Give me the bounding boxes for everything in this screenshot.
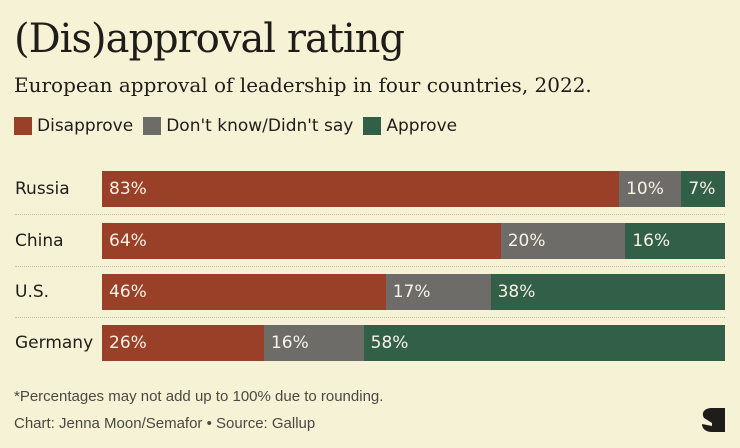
- data-label: 46%: [109, 282, 147, 302]
- bar-segment: 38%: [490, 274, 725, 310]
- legend-label: Disapprove: [37, 116, 134, 136]
- bar-segment: 10%: [619, 171, 682, 207]
- bar-segment: 16%: [625, 223, 725, 259]
- legend-swatch-dont-know: [143, 117, 162, 135]
- stacked-bar-chart: Russia 83% 10% 7% China 64% 20% 16% U.S. 46% 17% 38…: [0, 160, 740, 370]
- bar-row: 64% 20% 16%: [102, 223, 725, 259]
- data-label: 16%: [270, 333, 309, 353]
- data-label: 20%: [507, 231, 546, 251]
- bar-row: 83% 10% 7%: [102, 171, 725, 207]
- data-label: 64%: [109, 231, 147, 251]
- data-label: 38%: [497, 282, 536, 302]
- bar-segment: 46%: [102, 274, 386, 310]
- data-label: 7%: [688, 179, 716, 199]
- data-label: 26%: [109, 333, 147, 353]
- data-label: 83%: [109, 179, 147, 199]
- chart-title: (Dis)approval rating: [14, 16, 405, 62]
- semafor-logo-icon: [702, 408, 725, 432]
- bar-segment: 26%: [102, 325, 264, 361]
- bar-segment: 7%: [681, 171, 725, 207]
- footnote: *Percentages may not add up to 100% due …: [14, 388, 384, 405]
- legend-label: Approve: [386, 116, 458, 136]
- bar-segment: 83%: [102, 171, 620, 207]
- row-divider: [15, 317, 725, 318]
- legend-item-dont-know: Don't know/Didn't say: [143, 116, 353, 136]
- data-label: 10%: [626, 179, 664, 199]
- data-label: 17%: [392, 282, 431, 302]
- legend-swatch-disapprove: [14, 117, 32, 135]
- bar-row: 26% 16% 58%: [102, 325, 725, 361]
- bar-segment: 16%: [263, 325, 364, 361]
- category-label: China: [15, 231, 64, 251]
- row-divider: [15, 214, 725, 215]
- data-label: 58%: [370, 333, 409, 353]
- chart-subtitle: European approval of leadership in four …: [14, 73, 592, 97]
- legend-item-approve: Approve: [363, 116, 457, 136]
- legend-swatch-approve: [363, 117, 382, 135]
- legend: Disapprove Don't know/Didn't say Approve: [14, 116, 467, 136]
- source-credit: Chart: Jenna Moon/Semafor • Source: Gall…: [14, 415, 316, 432]
- row-divider: [15, 266, 725, 267]
- category-label: Russia: [15, 179, 70, 199]
- data-label: 16%: [632, 231, 671, 251]
- category-label: U.S.: [15, 282, 50, 302]
- bar-segment: 17%: [385, 274, 491, 310]
- bar-segment: 58%: [363, 325, 725, 361]
- legend-item-disapprove: Disapprove: [14, 116, 133, 136]
- bar-row: 46% 17% 38%: [102, 274, 725, 310]
- bar-segment: 64%: [102, 223, 501, 259]
- legend-label: Don't know/Didn't say: [166, 116, 354, 136]
- category-label: Germany: [15, 333, 94, 353]
- bar-segment: 20%: [500, 223, 626, 259]
